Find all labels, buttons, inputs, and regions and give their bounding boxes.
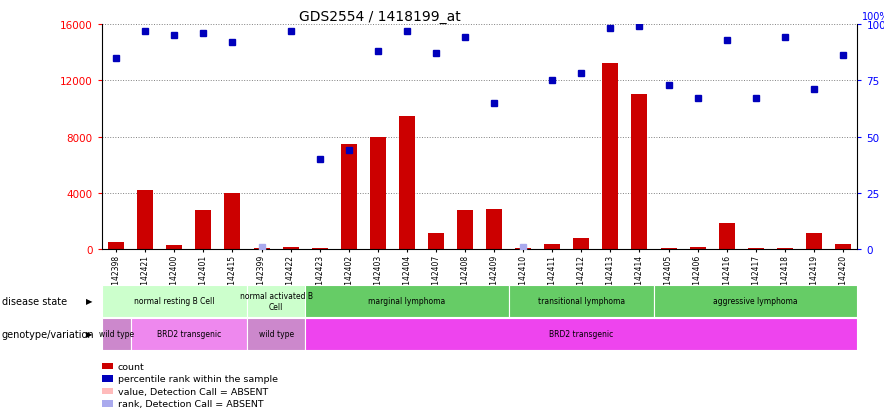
Bar bbox=[515, 249, 531, 250]
Text: value, Detection Call = ABSENT: value, Detection Call = ABSENT bbox=[118, 387, 268, 396]
Bar bbox=[508, 285, 654, 317]
Text: BRD2 transgenic: BRD2 transgenic bbox=[156, 330, 221, 339]
Text: aggressive lymphoma: aggressive lymphoma bbox=[713, 297, 798, 306]
Text: transitional lymphoma: transitional lymphoma bbox=[537, 297, 625, 306]
Bar bbox=[137, 191, 153, 250]
Bar bbox=[690, 247, 705, 250]
Text: GDS2554 / 1418199_at: GDS2554 / 1418199_at bbox=[300, 10, 461, 24]
Bar bbox=[102, 318, 131, 350]
Bar bbox=[225, 194, 240, 250]
Bar bbox=[102, 285, 247, 317]
Text: ▶: ▶ bbox=[87, 297, 93, 306]
Text: ▶: ▶ bbox=[87, 330, 93, 339]
Bar bbox=[631, 95, 647, 250]
Bar bbox=[602, 64, 619, 250]
Bar bbox=[247, 318, 305, 350]
Bar bbox=[399, 116, 415, 250]
Text: BRD2 transgenic: BRD2 transgenic bbox=[549, 330, 613, 339]
Bar bbox=[719, 223, 735, 250]
Bar bbox=[131, 318, 247, 350]
Bar bbox=[254, 249, 270, 250]
Bar bbox=[247, 285, 305, 317]
Bar bbox=[486, 209, 502, 250]
Text: normal activated B
Cell: normal activated B Cell bbox=[240, 292, 313, 311]
Text: normal resting B Cell: normal resting B Cell bbox=[134, 297, 215, 306]
Bar bbox=[545, 244, 560, 250]
Bar bbox=[660, 249, 676, 250]
Bar bbox=[777, 249, 793, 250]
Text: 100%: 100% bbox=[862, 12, 884, 22]
Text: percentile rank within the sample: percentile rank within the sample bbox=[118, 374, 278, 383]
Bar bbox=[305, 318, 857, 350]
Bar bbox=[574, 239, 590, 250]
Text: marginal lymphoma: marginal lymphoma bbox=[369, 297, 446, 306]
Text: wild type: wild type bbox=[99, 330, 133, 339]
Bar bbox=[305, 285, 508, 317]
Bar bbox=[806, 233, 822, 250]
Text: disease state: disease state bbox=[2, 296, 67, 306]
Bar bbox=[195, 211, 211, 250]
Text: wild type: wild type bbox=[258, 330, 293, 339]
Bar bbox=[457, 211, 473, 250]
Bar bbox=[108, 243, 124, 250]
Bar bbox=[370, 138, 385, 250]
Bar bbox=[283, 247, 299, 250]
Bar bbox=[654, 285, 857, 317]
Bar bbox=[166, 246, 182, 250]
Bar bbox=[340, 145, 357, 250]
Bar bbox=[312, 249, 328, 250]
Bar bbox=[835, 244, 851, 250]
Bar bbox=[748, 249, 764, 250]
Text: genotype/variation: genotype/variation bbox=[2, 329, 95, 339]
Bar bbox=[428, 233, 444, 250]
Text: rank, Detection Call = ABSENT: rank, Detection Call = ABSENT bbox=[118, 399, 263, 408]
Text: count: count bbox=[118, 362, 144, 371]
